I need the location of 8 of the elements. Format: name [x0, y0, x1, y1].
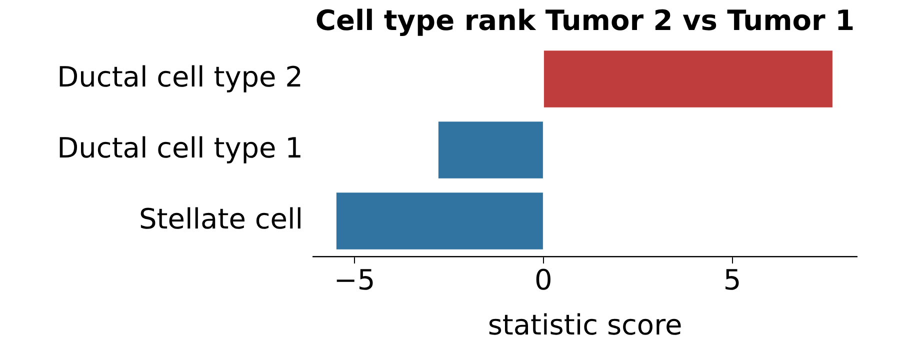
x-axis-title: statistic score [488, 308, 682, 342]
y-tick-label: Ductal cell type 2 [57, 60, 303, 94]
x-tick-label: 0 [534, 264, 552, 297]
x-tick-label: −5 [334, 264, 376, 297]
x-tick-label: 5 [723, 264, 742, 297]
chart-title: Cell type rank Tumor 2 vs Tumor 1 [315, 4, 855, 37]
y-tick-label: Ductal cell type 1 [57, 131, 303, 164]
y-tick-label: Stellate cell [139, 202, 303, 236]
